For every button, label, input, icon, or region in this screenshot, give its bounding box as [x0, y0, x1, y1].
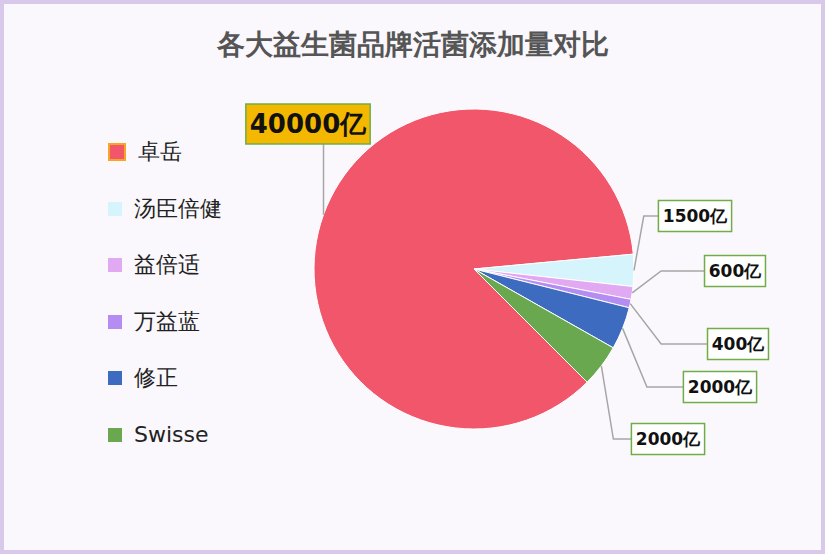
html-text:各大益生菌品牌活菌添加量对比: 各大益生菌品牌活菌添加量对比: [216, 28, 609, 61]
svg-text:1500亿: 1500亿: [663, 206, 728, 226]
svg-text:2000亿: 2000亿: [636, 429, 701, 449]
html-text:卓岳: 卓岳: [138, 139, 182, 165]
html-text:益倍适: 益倍适: [134, 252, 200, 278]
html-text:万益蓝: 万益蓝: [134, 308, 200, 334]
svg-text:400亿: 400亿: [712, 334, 765, 354]
svg-text:2000亿: 2000亿: [688, 377, 753, 397]
html-text:汤臣倍健: 汤臣倍健: [134, 195, 222, 221]
svg-text:40000亿: 40000亿: [250, 109, 367, 139]
html-text:Swisse: Swisse: [134, 422, 209, 448]
html-text:修正: 修正: [134, 365, 178, 391]
svg-text:600亿: 600亿: [709, 261, 762, 281]
